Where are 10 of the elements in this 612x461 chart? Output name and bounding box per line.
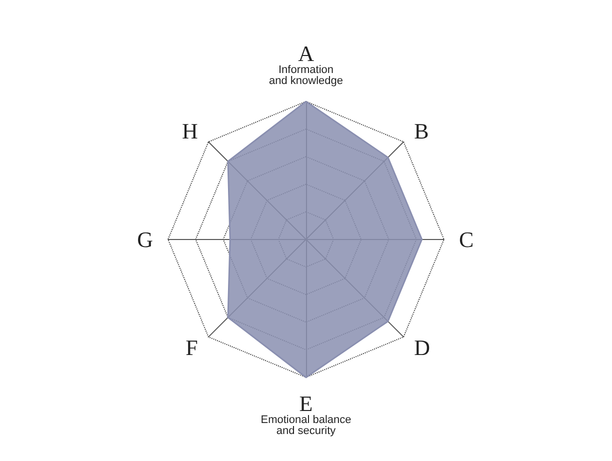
spoke-label: C bbox=[458, 226, 474, 252]
spoke-label: A bbox=[298, 40, 314, 66]
spoke-label: B bbox=[414, 118, 429, 144]
spoke-label: G bbox=[137, 226, 154, 252]
text: Information and knowledge bbox=[268, 64, 344, 87]
spoke-label: F bbox=[186, 335, 198, 360]
spoke-label: D bbox=[414, 335, 430, 360]
spoke-label: H bbox=[182, 118, 198, 144]
spoke-label: E bbox=[299, 390, 313, 416]
text: Emotional balance and security bbox=[260, 414, 352, 437]
